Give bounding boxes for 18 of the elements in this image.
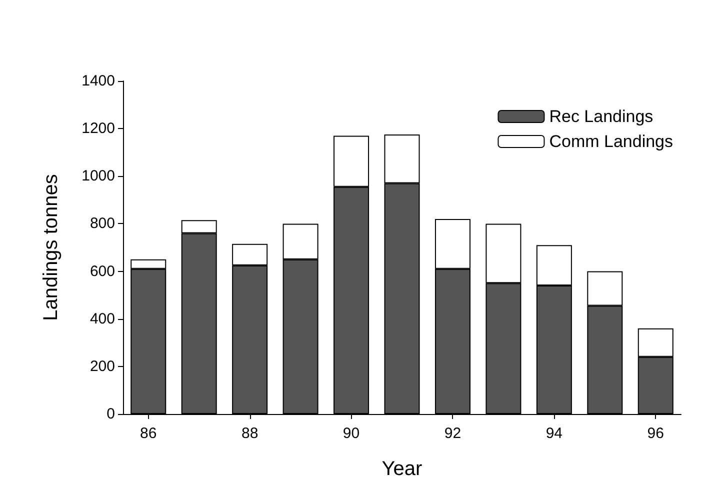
x-tick-label: 96	[647, 425, 664, 442]
y-tick-label: 600	[90, 262, 115, 280]
y-tick-label: 1200	[82, 120, 115, 138]
y-tick-label: 0	[106, 406, 115, 422]
x-axis-title: Year	[382, 458, 423, 480]
y-axis-title: Landings tonnes	[40, 174, 62, 321]
y-tick-label: 1000	[82, 168, 115, 185]
y-tick-label: 400	[90, 310, 115, 328]
x-tick-label: 88	[241, 425, 258, 442]
y-tick-label: 1400	[82, 72, 115, 90]
x-tick-label: 86	[140, 425, 157, 442]
y-tick-label: 200	[90, 358, 115, 375]
y-tick-label: 800	[90, 215, 115, 232]
x-tick-label: 92	[444, 425, 462, 442]
x-tick-label: 94	[546, 425, 563, 442]
x-tick-label: 90	[342, 425, 360, 442]
legend-label: Rec Landings	[549, 107, 654, 126]
legend-label: Comm Landings	[549, 132, 673, 151]
